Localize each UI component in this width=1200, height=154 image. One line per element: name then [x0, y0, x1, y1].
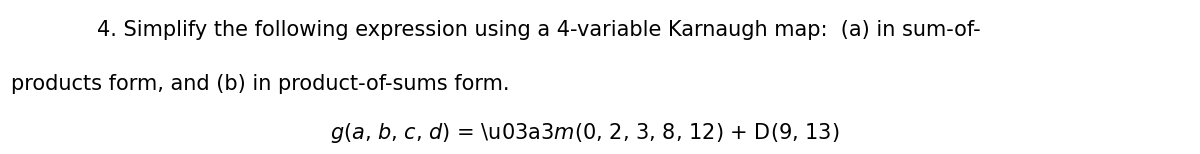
Text: products form, and (b) in product-of-sums form.: products form, and (b) in product-of-sum… [11, 74, 509, 94]
Text: 4. Simplify the following expression using a 4-variable Karnaugh map:  (a) in su: 4. Simplify the following expression usi… [97, 20, 980, 40]
Text: $\it{g}$($\it{a}$, $\it{b}$, $\it{c}$, $\it{d}$) = \u03a3$\it{m}$(0, 2, 3, 8, 12: $\it{g}$($\it{a}$, $\it{b}$, $\it{c}$, $… [330, 121, 840, 145]
